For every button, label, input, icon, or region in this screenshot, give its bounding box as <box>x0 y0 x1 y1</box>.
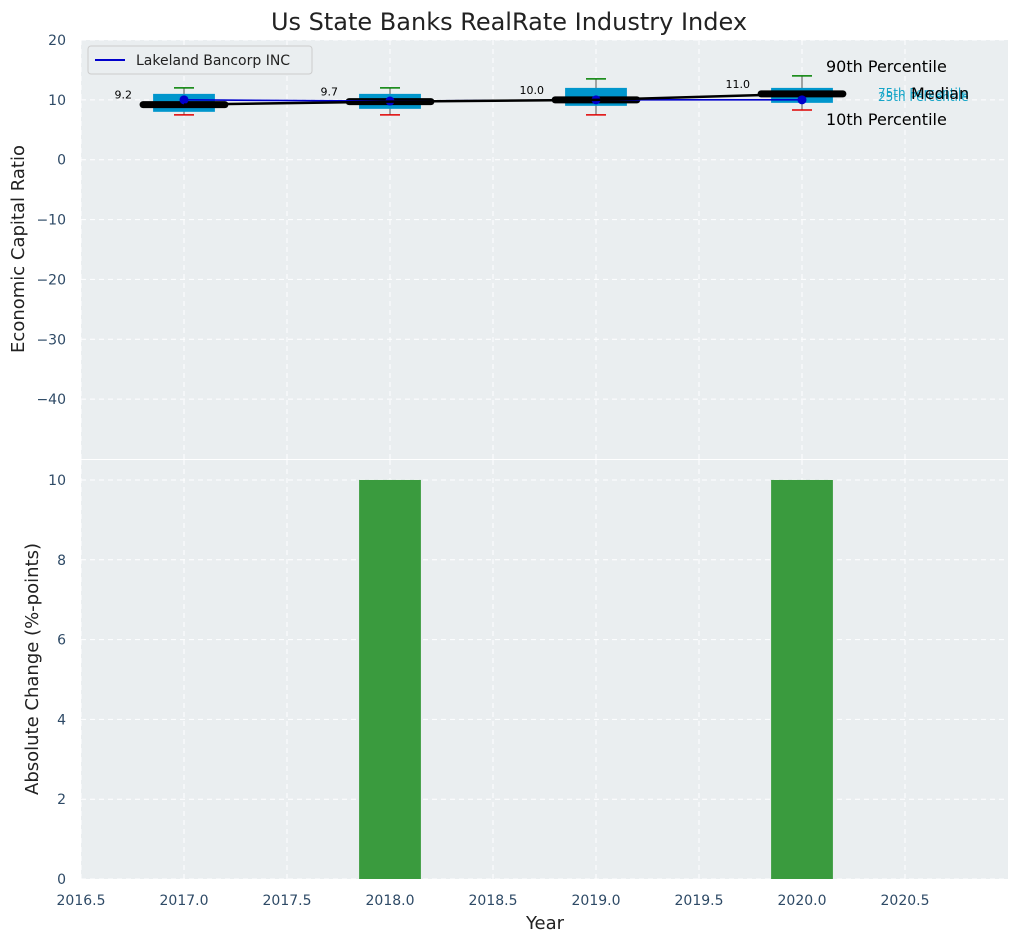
bottom-plot-area <box>81 460 1008 879</box>
top-y-tick-label: 0 <box>57 153 66 169</box>
chart-title: Us State Banks RealRate Industry Index <box>271 8 747 36</box>
top-y-tick-label: −30 <box>36 332 66 348</box>
x-tick-label: 2017.0 <box>160 893 209 909</box>
top-plot-area <box>81 40 1008 459</box>
x-tick-label: 2020.0 <box>778 893 827 909</box>
top-y-tick-label: −40 <box>36 392 66 408</box>
bottom-y-axis-label: Absolute Change (%-points) <box>22 543 43 795</box>
median-value-label: 9.2 <box>115 89 133 102</box>
series-point-lakeland <box>797 95 807 105</box>
annotation-p25: 25th Percentile <box>878 90 969 104</box>
bottom-y-tick-label: 6 <box>57 633 66 649</box>
top-y-axis-label: Economic Capital Ratio <box>8 145 29 353</box>
legend-box <box>87 45 313 75</box>
series-line-median <box>183 92 803 106</box>
bottom-y-tick-label: 8 <box>57 553 66 569</box>
x-tick-label: 2018.5 <box>469 893 518 909</box>
legend-label-lakeland: Lakeland Bancorp INC <box>136 53 290 69</box>
annotation-p90: 90th Percentile <box>826 57 947 76</box>
median-value-label: 11.0 <box>726 78 751 91</box>
bottom-y-tick-label: 0 <box>57 872 66 888</box>
x-axis-label: Year <box>525 913 565 934</box>
change-bar <box>359 479 421 879</box>
top-grid <box>80 39 1008 459</box>
x-tick-label: 2019.5 <box>675 893 724 909</box>
bottom-bars <box>359 479 833 879</box>
x-tick-label: 2019.0 <box>572 893 621 909</box>
annotation-median: Median <box>911 84 969 103</box>
x-tick-label: 2018.0 <box>366 893 415 909</box>
bottom-y-tick-label: 2 <box>57 792 66 808</box>
top-y-tick-label: 20 <box>48 33 66 49</box>
x-tick-label: 2020.5 <box>881 893 930 909</box>
annotation-p10: 10th Percentile <box>826 110 947 129</box>
bottom-x-ticks: 2016.5 2017.0 2017.5 2018.0 2018.5 2019.0 2019… <box>57 893 930 909</box>
top-y-tick-label: 10 <box>48 93 66 109</box>
bottom-y-tick-label: 10 <box>48 473 66 489</box>
top-median-labels: 9.2 9.7 10.0 11.0 <box>115 78 751 102</box>
legend: Lakeland Bancorp INC <box>87 45 313 75</box>
annotation-p75: 75th Percentile <box>878 86 969 100</box>
top-y-tick-label: −20 <box>36 272 66 288</box>
x-tick-label: 2017.5 <box>263 893 312 909</box>
bottom-y-tick-label: 4 <box>57 712 66 728</box>
top-y-ticks: 20 10 0 −10 −20 −30 −40 <box>36 33 66 408</box>
median-value-label: 10.0 <box>520 84 545 97</box>
top-series <box>179 92 807 106</box>
series-point-lakeland <box>179 95 189 105</box>
top-y-tick-label: −10 <box>36 213 66 229</box>
median-value-label: 9.7 <box>321 86 339 99</box>
x-tick-label: 2016.5 <box>57 893 106 909</box>
bottom-grid <box>80 460 1008 880</box>
change-bar <box>771 479 833 879</box>
bottom-y-ticks: 0 2 4 6 8 10 <box>48 473 66 888</box>
